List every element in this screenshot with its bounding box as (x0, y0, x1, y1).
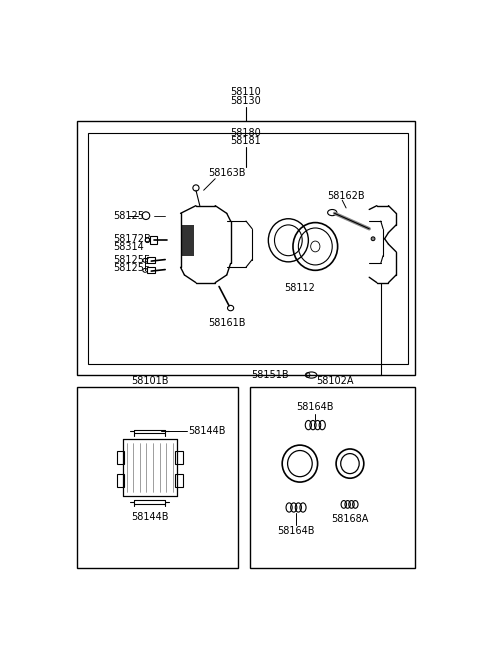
Bar (150, 236, 157, 244)
Bar (147, 267, 155, 273)
Text: 58125F: 58125F (114, 255, 150, 265)
Text: 58162B: 58162B (327, 191, 364, 200)
Bar (175, 451, 183, 464)
Bar (77, 121, 415, 375)
Bar (77, 386, 238, 567)
Bar (147, 257, 155, 263)
Text: 58168A: 58168A (331, 514, 369, 524)
Bar (250, 386, 415, 567)
Text: 58125: 58125 (114, 211, 144, 221)
Bar (175, 474, 183, 487)
Text: 58125F: 58125F (114, 263, 150, 273)
Text: 58130: 58130 (230, 96, 262, 106)
Text: 58102A: 58102A (316, 376, 353, 386)
Text: 58181: 58181 (230, 136, 262, 146)
Text: 58144B: 58144B (188, 426, 226, 436)
Text: 58163B: 58163B (208, 168, 245, 178)
Text: 58110: 58110 (230, 88, 262, 98)
Text: 58164B: 58164B (297, 402, 334, 413)
Bar (88, 132, 408, 364)
Text: 58172B: 58172B (114, 234, 151, 244)
Text: 58164B: 58164B (277, 527, 315, 536)
Text: 58101B: 58101B (131, 376, 168, 386)
Bar (117, 451, 124, 464)
Bar (117, 474, 124, 487)
Text: 58161B: 58161B (208, 318, 245, 328)
Text: 58144B: 58144B (131, 512, 168, 522)
Text: 58180: 58180 (230, 128, 262, 138)
Bar (180, 225, 194, 255)
Ellipse shape (371, 237, 375, 240)
Text: 58314: 58314 (114, 242, 144, 252)
Text: 58151B: 58151B (251, 370, 288, 380)
Text: 58112: 58112 (285, 283, 315, 293)
